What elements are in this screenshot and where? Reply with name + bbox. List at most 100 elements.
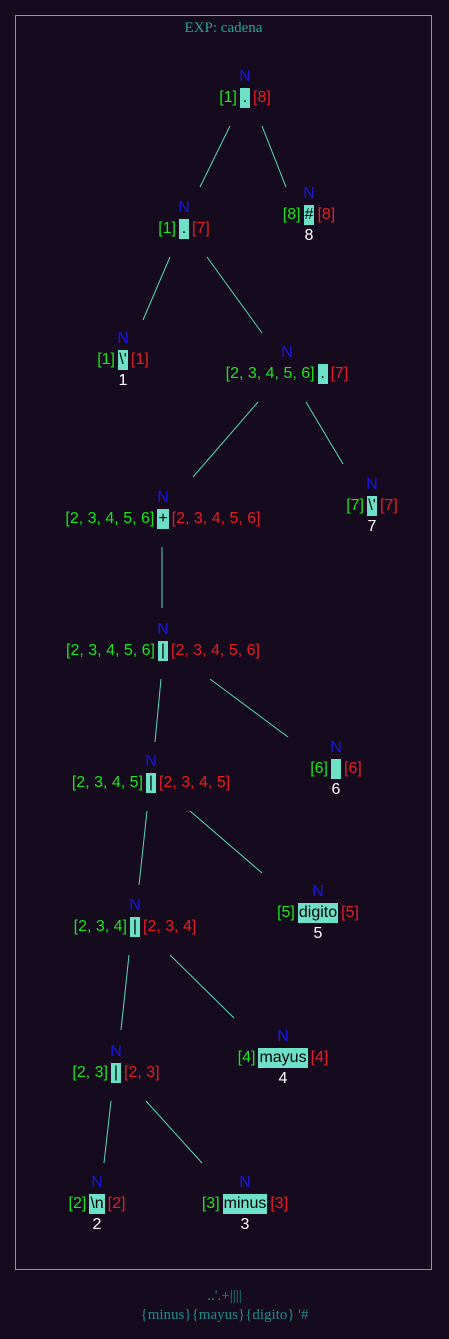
tree-edge-n5-n6 [192,401,259,478]
lastpos-set: [2, 3] [124,1064,160,1081]
node-row: [1]. [8] [95,87,395,109]
firstpos-set: [2, 3, 4, 5] [71,774,143,791]
nullable-label: N [157,489,169,506]
operator-symbol [331,758,341,779]
tree-node-n14: N [4] mayus [4] 4 [133,1027,433,1089]
operator-symbol: . [317,363,328,384]
tree-node-n7: N [7] \' [7] 7 [222,475,449,537]
tree-edge-n13-n16 [145,1100,203,1164]
node-row: [7] \' [7] [222,495,449,517]
nullable-label: N [117,330,129,347]
node-row: [5] digito [5] [168,902,449,924]
node-row: [2, 3, 4] | [2, 3, 4] [0,916,285,938]
lastpos-set: [7] [330,365,349,382]
leaf-position: 5 [313,925,323,942]
nullable-label: N [312,883,324,900]
firstpos-set: [1] [219,89,237,106]
lastpos-set: [3] [270,1195,289,1212]
firstpos-set: [1] [158,220,176,237]
lastpos-set: [8] [253,89,271,106]
operator-symbol: minus [222,1193,268,1214]
lastpos-set: [2, 3, 4, 5, 6] [171,642,260,659]
lastpos-set: [7] [192,220,210,237]
tree-node-n5: N [2, 3, 4, 5, 6]. [7] [137,343,437,385]
diagram-title: EXP: cadena [184,20,263,36]
firstpos-set: [8] [282,206,301,223]
lastpos-set: [2, 3, 4, 5, 6] [171,510,261,527]
lastpos-set: [4] [310,1049,329,1066]
lastpos-set: [1] [131,351,149,368]
firstpos-set: [2, 3, 4, 5, 6] [66,642,155,659]
footer-tokens: {minus}{mayus}{digito} '# [140,1307,309,1323]
leaf-position: 3 [240,1216,250,1233]
nullable-label: N [239,68,251,85]
tree-edge-n9-n11 [138,810,148,886]
operator-symbol: . [240,87,250,108]
tree-node-n13: N [2, 3] | [2, 3] [0,1042,266,1084]
tree-node-n12: N [5] digito [5] 5 [168,882,449,944]
operator-symbol: | [111,1062,121,1083]
node-row: [2, 3, 4, 5, 6]. [7] [137,363,437,385]
node-row: [3] minus [3] [95,1193,395,1215]
tree-edge-n1-n2 [199,125,231,188]
firstpos-set: [7] [346,497,364,514]
nullable-label: N [110,1043,122,1060]
tree-node-n1: N [1]. [8] [95,67,395,109]
lastpos-set: [6] [344,760,362,777]
tree-node-n8: N [2, 3, 4, 5, 6] | [2, 3, 4, 5, 6] [13,620,313,662]
operator-symbol: digito [297,902,339,923]
tree-node-n16: N [3] minus [3] 3 [95,1173,395,1235]
leaf-position: 2 [92,1216,102,1233]
lastpos-set: [2, 3, 4, 5] [159,774,231,791]
node-row: [2, 3, 4, 5] | [2, 3, 4, 5] [1,772,301,794]
tree-node-n15: N [2] \n [2] 2 [0,1173,247,1235]
lastpos-set: [7] [380,497,398,514]
nullable-label: N [277,1028,289,1045]
nullable-label: N [91,1174,103,1191]
nullable-label: N [366,476,378,493]
tree-edge-n11-n14 [169,954,235,1019]
nullable-label: N [281,344,293,361]
nullable-label: N [330,739,342,756]
nullable-label: N [303,185,315,202]
operator-symbol: \' [367,495,377,516]
operator-symbol: # [303,204,315,225]
tree-edge-n2-n4 [142,256,171,321]
leaf-position: 4 [278,1070,288,1087]
tree-node-n9: N [2, 3, 4, 5] | [2, 3, 4, 5] [1,752,301,794]
node-row: [2, 3] | [2, 3] [0,1062,266,1084]
tree-node-n4: N [1] \' [1] 1 [0,329,273,391]
leaf-position: 1 [118,372,128,389]
tree-edge-n1-n3 [261,125,287,188]
leaf-position: 7 [367,518,377,535]
operator-symbol: + [157,508,169,529]
lastpos-set: [2] [107,1195,126,1212]
firstpos-set: [6] [310,760,328,777]
firstpos-set: [5] [277,904,295,921]
tree-node-n10: N [6] [6] 6 [186,738,449,800]
operator-symbol: mayus [258,1047,308,1068]
node-row: [8] # [8] [159,204,449,226]
node-row: [2] \n [2] [0,1193,247,1215]
lastpos-set: [5] [341,904,359,921]
node-row: [1] \' [1] [0,349,273,371]
tree-edge-n8-n10 [209,678,289,738]
nullable-label: N [129,897,141,914]
firstpos-set: [2, 3] [72,1064,108,1081]
tree-node-n3: N [8] # [8] 8 [159,184,449,246]
firstpos-set: [2, 3, 4, 5, 6] [225,365,315,382]
firstpos-set: [2, 3, 4] [73,918,127,935]
tree-edge-n2-n5 [206,256,263,334]
tree-edge-n8-n9 [154,678,162,743]
tree-edge-n11-n13 [120,954,130,1031]
operator-symbol: | [158,640,168,661]
nullable-label: N [157,621,169,638]
node-row: [2, 3, 4, 5, 6] + [2, 3, 4, 5, 6] [13,508,313,530]
tree-node-n6: N [2, 3, 4, 5, 6] + [2, 3, 4, 5, 6] [13,488,313,530]
firstpos-set: [1] [97,351,115,368]
leaf-position: 6 [331,781,341,798]
node-row: [4] mayus [4] [133,1047,433,1069]
tree-frame [15,15,432,1270]
firstpos-set: [4] [237,1049,256,1066]
